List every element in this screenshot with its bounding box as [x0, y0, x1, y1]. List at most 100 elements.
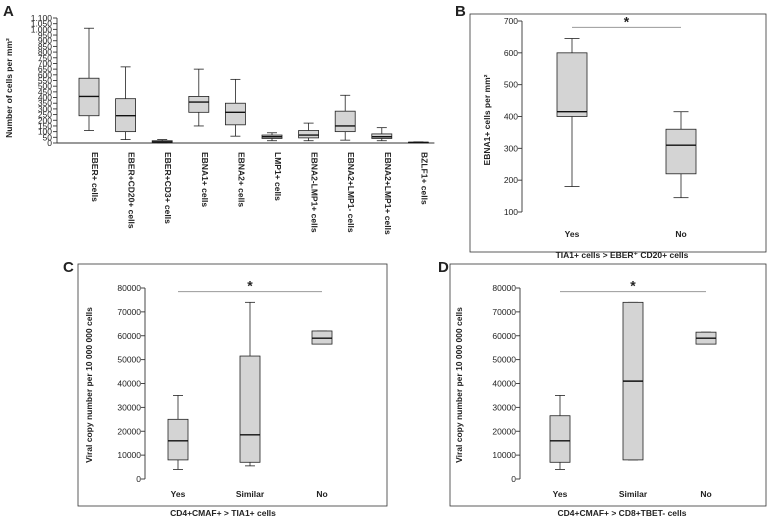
significance-star: *: [624, 13, 630, 29]
y-tick-label: 900: [38, 36, 52, 46]
y-tick-label: 450: [38, 87, 52, 97]
y-tick-label: 400: [504, 112, 518, 122]
y-tick-label: 300: [504, 143, 518, 153]
category-label: EBNA2-LMP1+ cells: [310, 152, 320, 233]
panel-d-frame: [449, 263, 767, 507]
iqr-box: [549, 415, 571, 463]
panel-d-x-axis-label: CD4+CMAF+ > CD8+TBET- cells: [558, 508, 687, 518]
box-yes: [556, 38, 588, 187]
panel-b-letter: B: [455, 3, 466, 20]
y-tick-label: 20000: [492, 426, 516, 436]
panel-a: A Number of cells per mm² 05010015020025…: [3, 3, 435, 235]
iqr-box: [334, 110, 356, 133]
y-tick-label: 40000: [117, 379, 141, 389]
y-tick-label: 80000: [492, 283, 516, 293]
y-tick-label: 700: [38, 58, 52, 68]
y-tick-label: 250: [38, 110, 52, 120]
y-tick-label: 50: [43, 132, 53, 142]
panel-d: D Viral copy number per 10 000 000 cells…: [438, 259, 767, 518]
box-ebna2-lmp1-cells: [298, 122, 320, 142]
y-tick-label: 600: [504, 48, 518, 58]
iqr-box: [556, 52, 588, 117]
y-tick-label: 700: [504, 16, 518, 26]
panel-c: C Viral copy number per 10 000 000 cells…: [63, 259, 388, 518]
panel-c-y-axis-label: Viral copy number per 10 000 000 cells: [84, 307, 94, 463]
y-tick-label: 10000: [492, 450, 516, 460]
panel-c-letter: C: [63, 259, 74, 276]
box-ebna1-cells: [188, 68, 210, 127]
box-eber-cd3-cells: [151, 139, 173, 144]
category-label: No: [316, 489, 327, 499]
y-tick-label: 100: [504, 207, 518, 217]
y-tick-label: 60000: [492, 331, 516, 341]
y-tick-label: 20000: [117, 426, 141, 436]
panel-b-category-labels: Yes No: [565, 229, 687, 239]
y-tick-label: 10000: [117, 450, 141, 460]
panel-b-y-ticks: 100 200 300 400 500 600 700: [504, 16, 523, 217]
panel-d-boxes: [549, 301, 717, 470]
y-tick-label: 60000: [117, 331, 141, 341]
panel-c-frame: [77, 263, 388, 507]
box-yes: [549, 395, 571, 470]
y-tick-label: 30000: [492, 402, 516, 412]
y-tick-label: 30000: [117, 402, 141, 412]
panel-d-y-axis-label: Viral copy number per 10 000 000 cells: [454, 307, 464, 463]
y-tick-label: 70000: [117, 307, 141, 317]
y-tick-label: 350: [38, 98, 52, 108]
category-label: EBNA2+ cells: [236, 152, 246, 207]
panel-b: B EBNA1+ cells per mm² TIA1+ cells > EBE…: [455, 3, 767, 260]
panel-a-category-labels: EBER+ cells EBER+CD20+ cells EBER+CD3+ cel…: [90, 152, 429, 235]
y-tick-label: 600: [38, 70, 52, 80]
category-label: EBNA1+ cells: [200, 152, 210, 207]
panel-c-x-axis-label: CD4+CMAF+ > TIA1+ cells: [170, 508, 276, 518]
category-label: No: [675, 229, 686, 239]
y-tick-label: 0: [511, 474, 516, 484]
significance-star: *: [247, 278, 253, 294]
category-label: BZLF1+ cells: [419, 152, 429, 205]
y-tick-label: 300: [38, 104, 52, 114]
y-tick-label: 0: [47, 138, 52, 148]
box-no: [695, 331, 717, 345]
significance-star: *: [630, 278, 636, 294]
box-ebna2-lmp1-cells: [371, 127, 393, 142]
category-label: EBER+CD3+ cells: [163, 152, 173, 224]
box-eber-cd20-cells: [115, 66, 136, 140]
y-tick-label: 70000: [492, 307, 516, 317]
y-tick-label: 0: [136, 474, 141, 484]
panel-b-y-axis-label: EBNA1+ cells per mm²: [482, 74, 492, 165]
panel-c-boxes: [167, 301, 333, 470]
category-label: Yes: [553, 489, 568, 499]
category-label: EBNA2+LMP1+ cells: [383, 152, 393, 235]
panel-c-y-ticks: 0 10000 20000 30000 40000 50000 60000 70000 8000…: [117, 283, 146, 484]
y-tick-label: 500: [504, 80, 518, 90]
panel-b-significance: *: [572, 13, 681, 29]
panel-b-x-axis-label: TIA1+ cells > EBER⁺ CD20+ cells: [556, 250, 689, 260]
y-tick-label: 1.100: [31, 13, 53, 23]
panel-a-y-ticks: 0501001502002503003504004505005506006507…: [31, 13, 435, 148]
box-bzlf1-cells: [407, 141, 429, 144]
iqr-box: [167, 418, 189, 461]
y-tick-label: 400: [38, 93, 52, 103]
y-tick-label: 100: [38, 127, 52, 137]
y-tick-label: 500: [38, 81, 52, 91]
y-tick-label: 1.000: [31, 24, 53, 34]
y-tick-label: 200: [504, 175, 518, 185]
panel-d-letter: D: [438, 259, 449, 276]
y-tick-label: 40000: [492, 379, 516, 389]
y-tick-label: 800: [38, 47, 52, 57]
iqr-box: [298, 130, 320, 139]
panel-c-category-labels: Yes Similar No: [171, 489, 328, 499]
category-label: EBNA2+LMP1- cells: [346, 152, 356, 233]
box-no: [665, 111, 697, 199]
iqr-box: [188, 96, 210, 113]
y-tick-label: 150: [38, 121, 52, 131]
y-tick-label: 850: [38, 41, 52, 51]
iqr-box: [224, 102, 246, 126]
panel-d-y-ticks: 0 10000 20000 30000 40000 50000 60000 70000 8000…: [492, 283, 521, 484]
panel-a-boxes: [78, 27, 429, 144]
category-label: Yes: [565, 229, 580, 239]
panel-a-y-axis-label: Number of cells per mm²: [4, 38, 14, 138]
box-ebna2-lmp1-cells: [334, 94, 356, 141]
panel-a-letter: A: [3, 3, 14, 20]
